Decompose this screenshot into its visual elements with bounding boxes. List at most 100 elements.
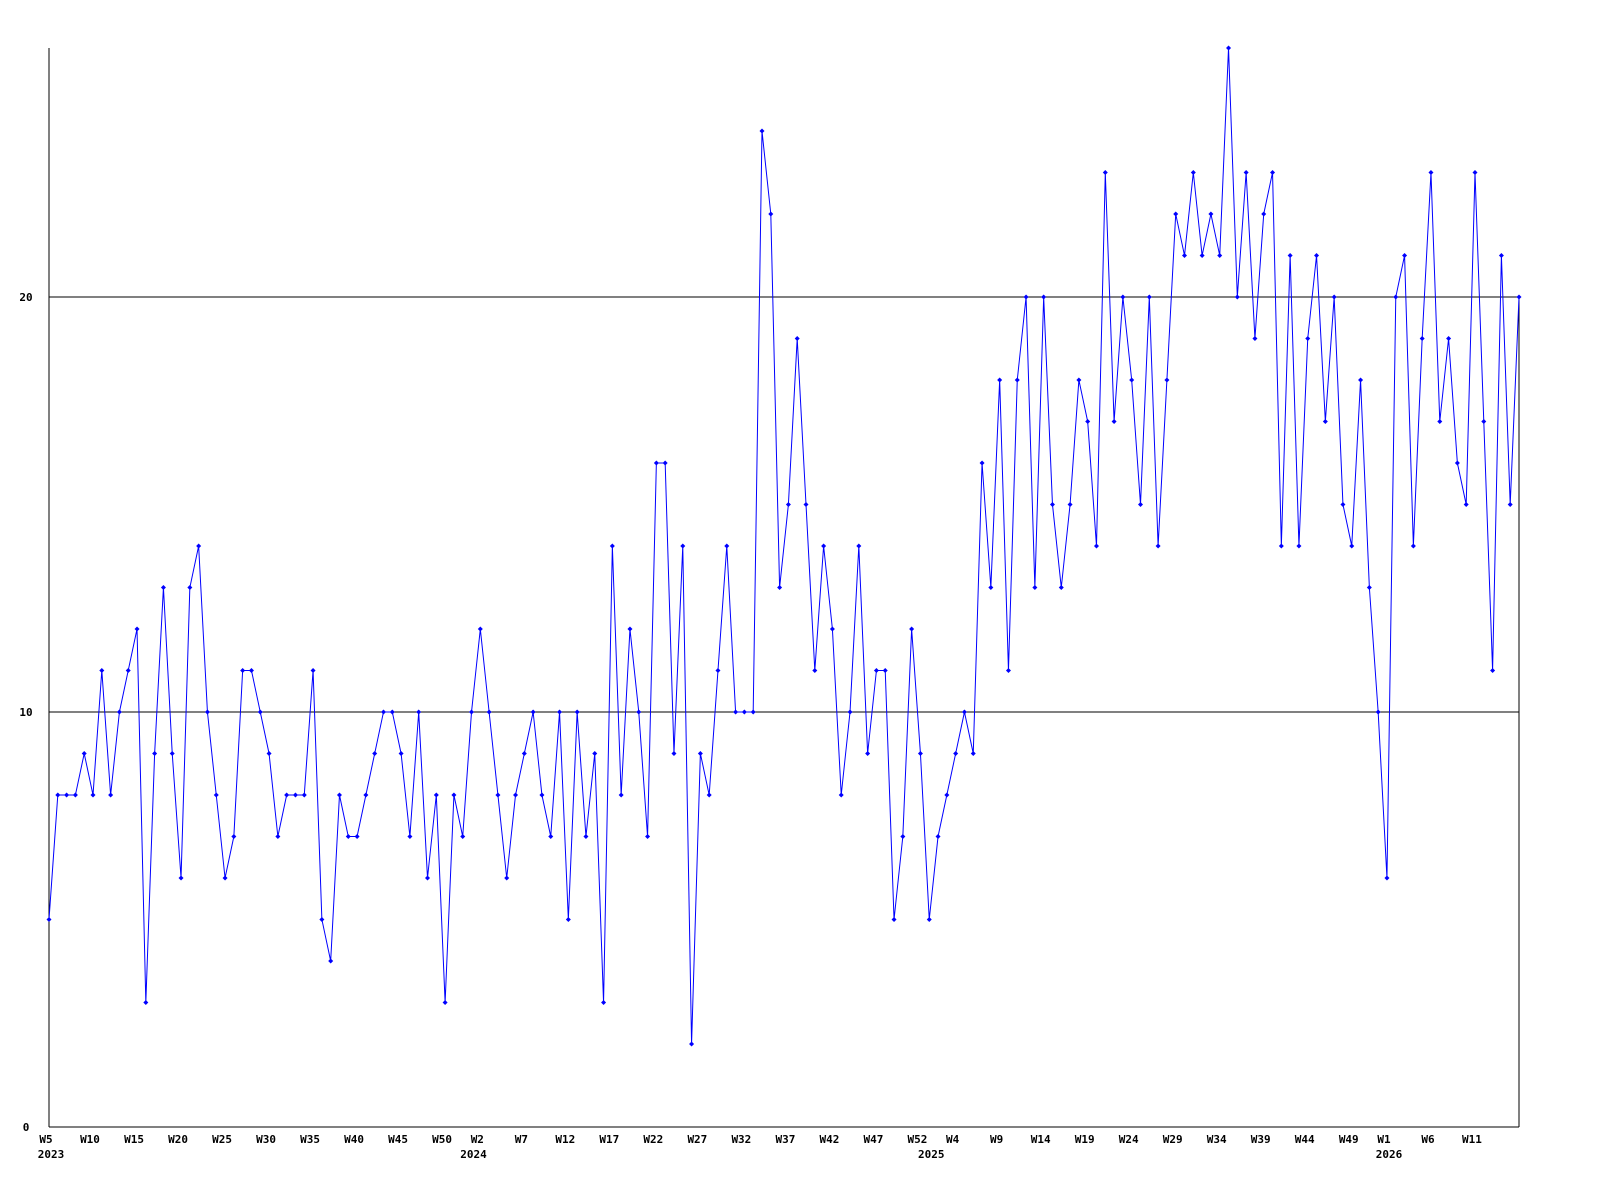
- data-point: [926, 917, 932, 922]
- x-tick-label: W32: [731, 1133, 751, 1146]
- data-point: [548, 834, 554, 839]
- data-point: [1252, 336, 1258, 341]
- data-point: [1375, 709, 1381, 715]
- data-point: [856, 543, 862, 549]
- data-point: [865, 751, 871, 756]
- data-point: [1111, 419, 1117, 424]
- data-point: [733, 709, 739, 715]
- data-point: [407, 834, 413, 839]
- data-point: [513, 792, 519, 798]
- data-point: [469, 709, 475, 715]
- data-point: [1490, 668, 1496, 673]
- x-tick-label: W14: [1031, 1133, 1051, 1146]
- data-point: [680, 543, 686, 549]
- data-point: [257, 709, 263, 715]
- data-point: [1296, 543, 1302, 549]
- data-point: [1182, 253, 1188, 258]
- data-point: [442, 1000, 448, 1005]
- data-point: [1270, 170, 1276, 175]
- data-point: [204, 709, 210, 715]
- data-point: [829, 626, 835, 632]
- data-point: [521, 751, 527, 756]
- x-tick-label: W1: [1377, 1133, 1391, 1146]
- data-point: [1120, 294, 1126, 300]
- data-point: [1393, 294, 1399, 300]
- data-point: [1199, 253, 1205, 258]
- data-point: [970, 751, 976, 756]
- data-point: [477, 626, 483, 632]
- data-point: [777, 585, 783, 590]
- data-point: [601, 1000, 607, 1005]
- data-point: [671, 751, 677, 756]
- data-point: [1041, 294, 1047, 300]
- data-point: [116, 709, 122, 715]
- data-point: [451, 792, 457, 798]
- data-point: [1049, 502, 1055, 507]
- x-tick-label: W6: [1421, 1133, 1435, 1146]
- data-point: [539, 792, 545, 798]
- data-point: [1507, 502, 1513, 507]
- data-point: [125, 668, 131, 673]
- data-point: [530, 709, 536, 715]
- data-point: [706, 792, 712, 798]
- y-tick-label: 10: [19, 706, 32, 719]
- data-point: [1446, 336, 1452, 341]
- data-point: [134, 626, 140, 632]
- data-point: [178, 875, 184, 881]
- data-point: [1454, 460, 1460, 466]
- data-point: [354, 834, 360, 839]
- data-point: [618, 792, 624, 798]
- x-tick-label: W45: [388, 1133, 408, 1146]
- x-tick-label: W39: [1251, 1133, 1271, 1146]
- data-point: [917, 751, 923, 756]
- data-point: [891, 917, 897, 922]
- x-tick-label: W12: [555, 1133, 575, 1146]
- data-point: [627, 626, 633, 632]
- data-point: [1402, 253, 1408, 258]
- data-point: [636, 709, 642, 715]
- data-point: [741, 709, 747, 715]
- data-point: [1234, 294, 1240, 300]
- data-point: [1208, 211, 1214, 217]
- data-point: [1305, 336, 1311, 341]
- data-point: [847, 709, 853, 715]
- data-point: [565, 917, 571, 922]
- data-point: [504, 875, 510, 881]
- data-point: [284, 792, 290, 798]
- x-tick-label: W49: [1339, 1133, 1359, 1146]
- data-point: [592, 751, 598, 756]
- data-point: [794, 336, 800, 341]
- data-point: [231, 834, 237, 839]
- data-point: [557, 709, 563, 715]
- data-point: [248, 668, 254, 673]
- x-tick-label: W22: [643, 1133, 663, 1146]
- data-point: [1498, 253, 1504, 258]
- data-point: [1261, 211, 1267, 217]
- data-point: [425, 875, 431, 881]
- x-year-label: 2024: [460, 1148, 487, 1161]
- data-point: [1155, 543, 1161, 549]
- x-tick-label: W50: [432, 1133, 452, 1146]
- data-point: [997, 377, 1003, 383]
- data-point: [1278, 543, 1284, 549]
- data-point: [944, 792, 950, 798]
- data-point: [398, 751, 404, 756]
- data-point: [953, 751, 959, 756]
- data-point: [266, 751, 272, 756]
- data-point: [328, 958, 334, 964]
- data-point: [1137, 502, 1143, 507]
- data-point: [108, 792, 114, 798]
- data-point: [1243, 170, 1249, 175]
- x-tick-label: W40: [344, 1133, 364, 1146]
- data-point: [495, 792, 501, 798]
- data-point: [803, 502, 809, 507]
- data-point: [1410, 543, 1416, 549]
- data-point: [143, 1000, 149, 1005]
- data-point: [46, 917, 52, 922]
- x-tick-label: W7: [515, 1133, 528, 1146]
- data-point: [1173, 211, 1179, 217]
- data-point: [1067, 502, 1073, 507]
- data-point: [1005, 668, 1011, 673]
- x-tick-label: W20: [168, 1133, 188, 1146]
- data-point: [1226, 45, 1232, 51]
